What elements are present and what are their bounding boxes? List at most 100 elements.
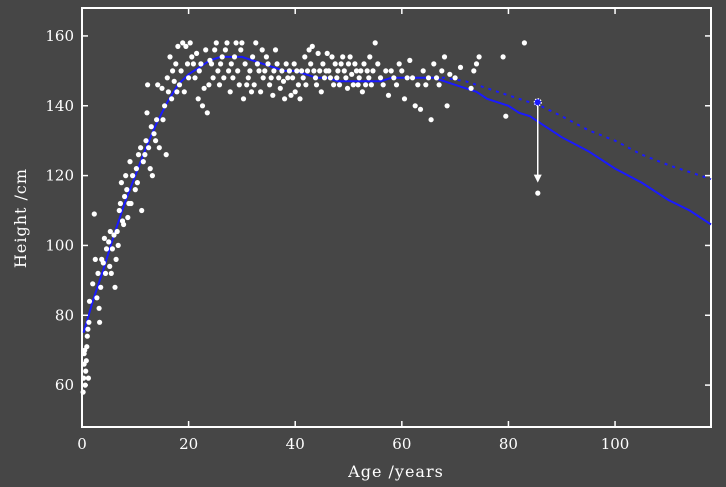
- data-point: [428, 117, 434, 123]
- data-point: [107, 228, 113, 235]
- data-point: [356, 75, 362, 81]
- data-point: [313, 82, 320, 88]
- data-point: [107, 263, 113, 269]
- data-point: [218, 61, 224, 67]
- data-point: [276, 75, 282, 81]
- data-point: [299, 68, 305, 74]
- data-point: [221, 75, 227, 81]
- data-point: [282, 96, 288, 102]
- data-point: [201, 85, 207, 91]
- data-point: [457, 64, 464, 70]
- data-point: [116, 207, 122, 214]
- data-point: [375, 61, 381, 67]
- data-point: [340, 54, 346, 60]
- data-point: [302, 54, 308, 60]
- data-point: [306, 47, 312, 53]
- data-point: [208, 61, 215, 67]
- data-point: [212, 47, 218, 53]
- data-point: [100, 260, 106, 266]
- data-point: [181, 89, 187, 95]
- data-point: [92, 256, 98, 262]
- data-point: [187, 40, 193, 46]
- plot-border: [81, 7, 712, 428]
- data-point: [277, 85, 283, 91]
- data-point: [286, 68, 292, 74]
- data-point: [240, 96, 247, 102]
- data-point: [367, 54, 373, 60]
- data-point: [272, 47, 279, 53]
- y-tick-label: 80: [55, 306, 74, 324]
- data-point: [352, 61, 358, 67]
- data-point: [452, 75, 458, 81]
- data-point: [268, 75, 274, 81]
- data-point: [251, 82, 257, 88]
- data-point: [144, 110, 150, 116]
- data-point: [417, 106, 424, 112]
- data-point: [226, 68, 232, 74]
- data-point: [391, 75, 397, 81]
- data-point: [171, 78, 177, 84]
- data-point: [189, 54, 195, 60]
- data-point: [228, 61, 234, 67]
- data-point: [324, 50, 330, 57]
- data-point: [222, 47, 228, 53]
- data-point: [425, 75, 432, 81]
- data-point: [155, 82, 161, 88]
- data-point: [153, 138, 159, 144]
- data-point: [170, 68, 176, 74]
- data-point: [372, 40, 378, 46]
- data-point: [250, 54, 256, 60]
- data-point: [297, 96, 303, 102]
- data-point: [147, 166, 153, 172]
- data-point: [204, 110, 210, 116]
- data-point: [388, 68, 394, 74]
- data-point: [318, 89, 324, 95]
- data-point: [263, 54, 269, 60]
- data-point: [102, 270, 109, 276]
- data-point: [142, 152, 148, 158]
- y-axis-ticks: 60 80 100 120 140 160: [45, 27, 711, 394]
- data-point: [317, 68, 323, 74]
- data-point: [96, 305, 102, 311]
- data-point: [125, 214, 131, 221]
- data-point: [338, 61, 344, 67]
- data-point: [219, 54, 225, 60]
- data-point: [245, 75, 251, 81]
- data-point: [91, 211, 97, 217]
- data-point: [162, 103, 168, 109]
- data-point: [303, 82, 309, 88]
- data-point: [98, 284, 104, 290]
- data-point: [97, 319, 103, 325]
- data-point: [206, 82, 212, 88]
- data-point: [256, 68, 262, 74]
- data-point: [503, 113, 509, 119]
- data-point: [180, 40, 186, 46]
- data-point: [358, 68, 364, 74]
- data-point: [80, 389, 86, 395]
- data-point: [186, 75, 192, 81]
- data-point: [174, 89, 180, 95]
- data-point: [361, 61, 367, 67]
- data-point: [117, 200, 123, 207]
- data-point: [139, 207, 145, 214]
- data-point: [441, 54, 448, 60]
- data-point: [175, 43, 181, 50]
- data-point: [341, 68, 347, 74]
- data-point: [165, 89, 171, 95]
- data-point: [84, 344, 90, 350]
- data-point: [368, 82, 374, 88]
- data-point: [423, 82, 429, 88]
- data-point: [311, 68, 317, 74]
- data-point: [420, 68, 426, 74]
- data-point: [83, 368, 89, 374]
- data-point: [190, 61, 196, 67]
- data-point: [473, 61, 480, 67]
- data-point: [327, 75, 333, 81]
- data-point: [412, 103, 418, 109]
- data-point: [163, 152, 169, 158]
- data-point: [355, 82, 361, 88]
- arrow-head: [533, 174, 542, 183]
- data-point: [128, 200, 134, 207]
- data-point: [439, 68, 445, 74]
